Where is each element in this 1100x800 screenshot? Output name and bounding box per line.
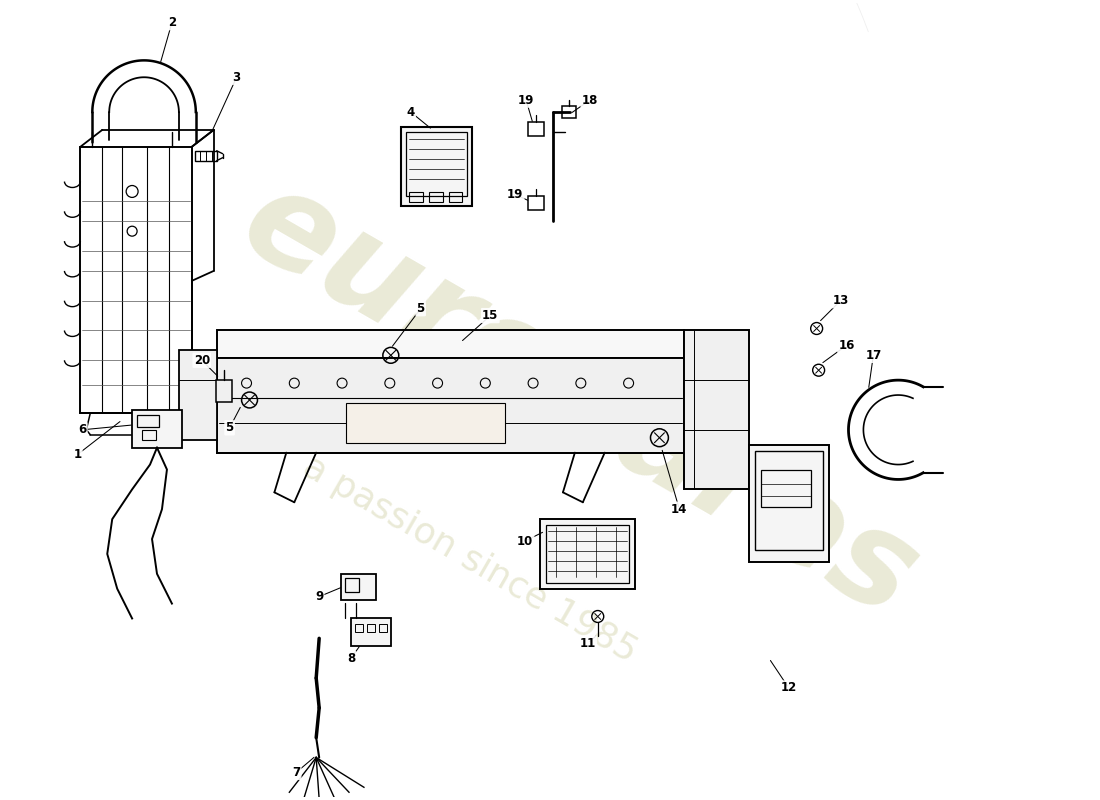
Text: 19: 19: [518, 94, 535, 106]
Text: 19: 19: [507, 188, 524, 201]
Bar: [562, 106, 576, 118]
Bar: [216, 380, 232, 402]
Bar: [406, 132, 468, 197]
Bar: [400, 127, 472, 206]
Bar: [351, 618, 390, 646]
Bar: [367, 625, 375, 632]
Text: 11: 11: [580, 637, 596, 650]
Bar: [684, 330, 749, 490]
Text: 17: 17: [866, 349, 881, 362]
Bar: [429, 193, 442, 202]
Bar: [449, 193, 462, 202]
Bar: [346, 403, 505, 442]
Bar: [345, 578, 359, 592]
Bar: [749, 445, 828, 562]
Bar: [217, 358, 684, 453]
Bar: [132, 410, 182, 448]
Text: 5: 5: [417, 302, 425, 315]
Bar: [546, 525, 628, 582]
Text: 8: 8: [346, 652, 355, 665]
Text: 2: 2: [168, 16, 176, 29]
Bar: [409, 193, 422, 202]
Text: 9: 9: [315, 590, 323, 603]
Bar: [195, 150, 217, 161]
Text: 15: 15: [482, 309, 498, 322]
Bar: [179, 350, 217, 440]
Bar: [528, 197, 544, 210]
Text: 18: 18: [582, 94, 598, 106]
Text: 4: 4: [407, 106, 415, 118]
Bar: [761, 470, 811, 507]
Text: 16: 16: [838, 339, 855, 352]
Text: a passion since 1985: a passion since 1985: [297, 449, 644, 669]
Bar: [355, 625, 363, 632]
Polygon shape: [217, 330, 684, 358]
Text: 20: 20: [194, 354, 210, 366]
Bar: [80, 146, 191, 413]
Bar: [138, 415, 160, 427]
Bar: [540, 519, 635, 589]
Bar: [378, 625, 387, 632]
Text: 14: 14: [671, 502, 688, 516]
Text: 3: 3: [232, 70, 241, 84]
Text: 7: 7: [293, 766, 300, 779]
Text: 13: 13: [833, 294, 849, 307]
Bar: [528, 122, 544, 136]
Text: europares: europares: [221, 156, 939, 644]
Bar: [341, 574, 376, 600]
Bar: [142, 430, 156, 440]
Text: 6: 6: [78, 423, 87, 436]
Text: 1: 1: [74, 448, 81, 461]
Bar: [755, 450, 823, 550]
Text: 12: 12: [781, 682, 796, 694]
Text: 10: 10: [517, 534, 534, 547]
Text: 5: 5: [226, 422, 234, 434]
